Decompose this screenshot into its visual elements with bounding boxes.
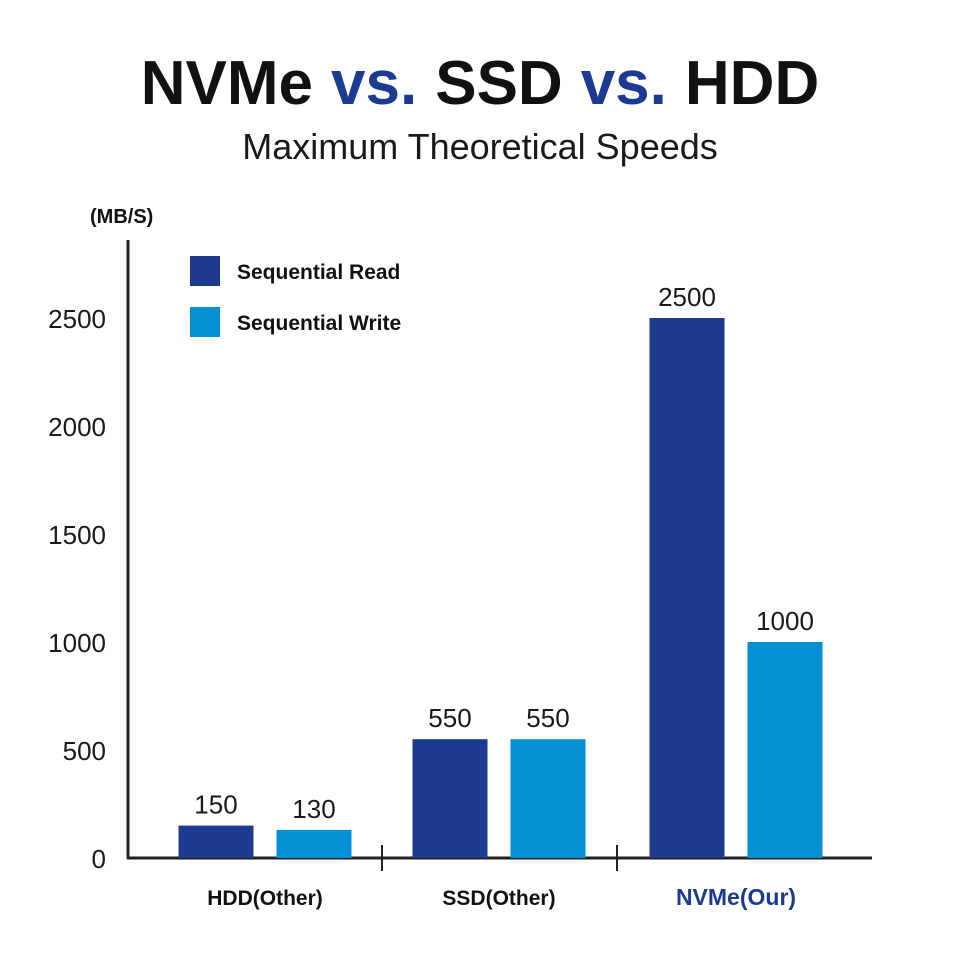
title-part-vs-2: vs. — [580, 49, 667, 118]
title-part-ssd: SSD — [435, 49, 563, 118]
bar-write — [747, 642, 823, 858]
chart-subtitle: Maximum Theoretical Speeds — [242, 126, 718, 167]
x-category-label: NVMe(Our) — [676, 884, 796, 910]
title-part-hdd: HDD — [684, 49, 820, 118]
legend-label: Sequential Read — [237, 261, 400, 284]
y-tick-label: 1500 — [48, 520, 106, 550]
y-tick-label: 2000 — [48, 412, 106, 442]
legend-swatch — [190, 307, 220, 337]
bar-data-label: 550 — [526, 703, 569, 733]
legend-swatch — [190, 256, 220, 286]
bar-read — [178, 825, 254, 858]
bar-data-label: 150 — [194, 790, 237, 820]
bar-data-label: 550 — [428, 703, 471, 733]
x-category-label: SSD(Other) — [442, 887, 555, 910]
legend-label: Sequential Write — [237, 312, 401, 335]
bar-write — [510, 739, 586, 858]
x-category-label: HDD(Other) — [207, 887, 323, 910]
y-axis-unit-label: (MB/S) — [90, 206, 153, 228]
y-tick-label: 2500 — [48, 304, 106, 334]
title-part-nvme: NVMe — [140, 49, 314, 118]
title-part-vs-1: vs. — [331, 49, 418, 118]
bar-read — [649, 318, 725, 858]
bar-data-label: 2500 — [658, 282, 716, 312]
bar-data-label: 130 — [292, 794, 335, 824]
bar-write — [276, 829, 352, 858]
bar-read — [412, 739, 488, 858]
y-tick-label: 1000 — [48, 628, 106, 658]
y-tick-label: 500 — [63, 736, 106, 766]
bar-data-label: 1000 — [756, 606, 814, 636]
y-tick-label: 0 — [92, 844, 106, 874]
chart-title: NVMe vs. SSD vs. HDD — [0, 48, 960, 119]
